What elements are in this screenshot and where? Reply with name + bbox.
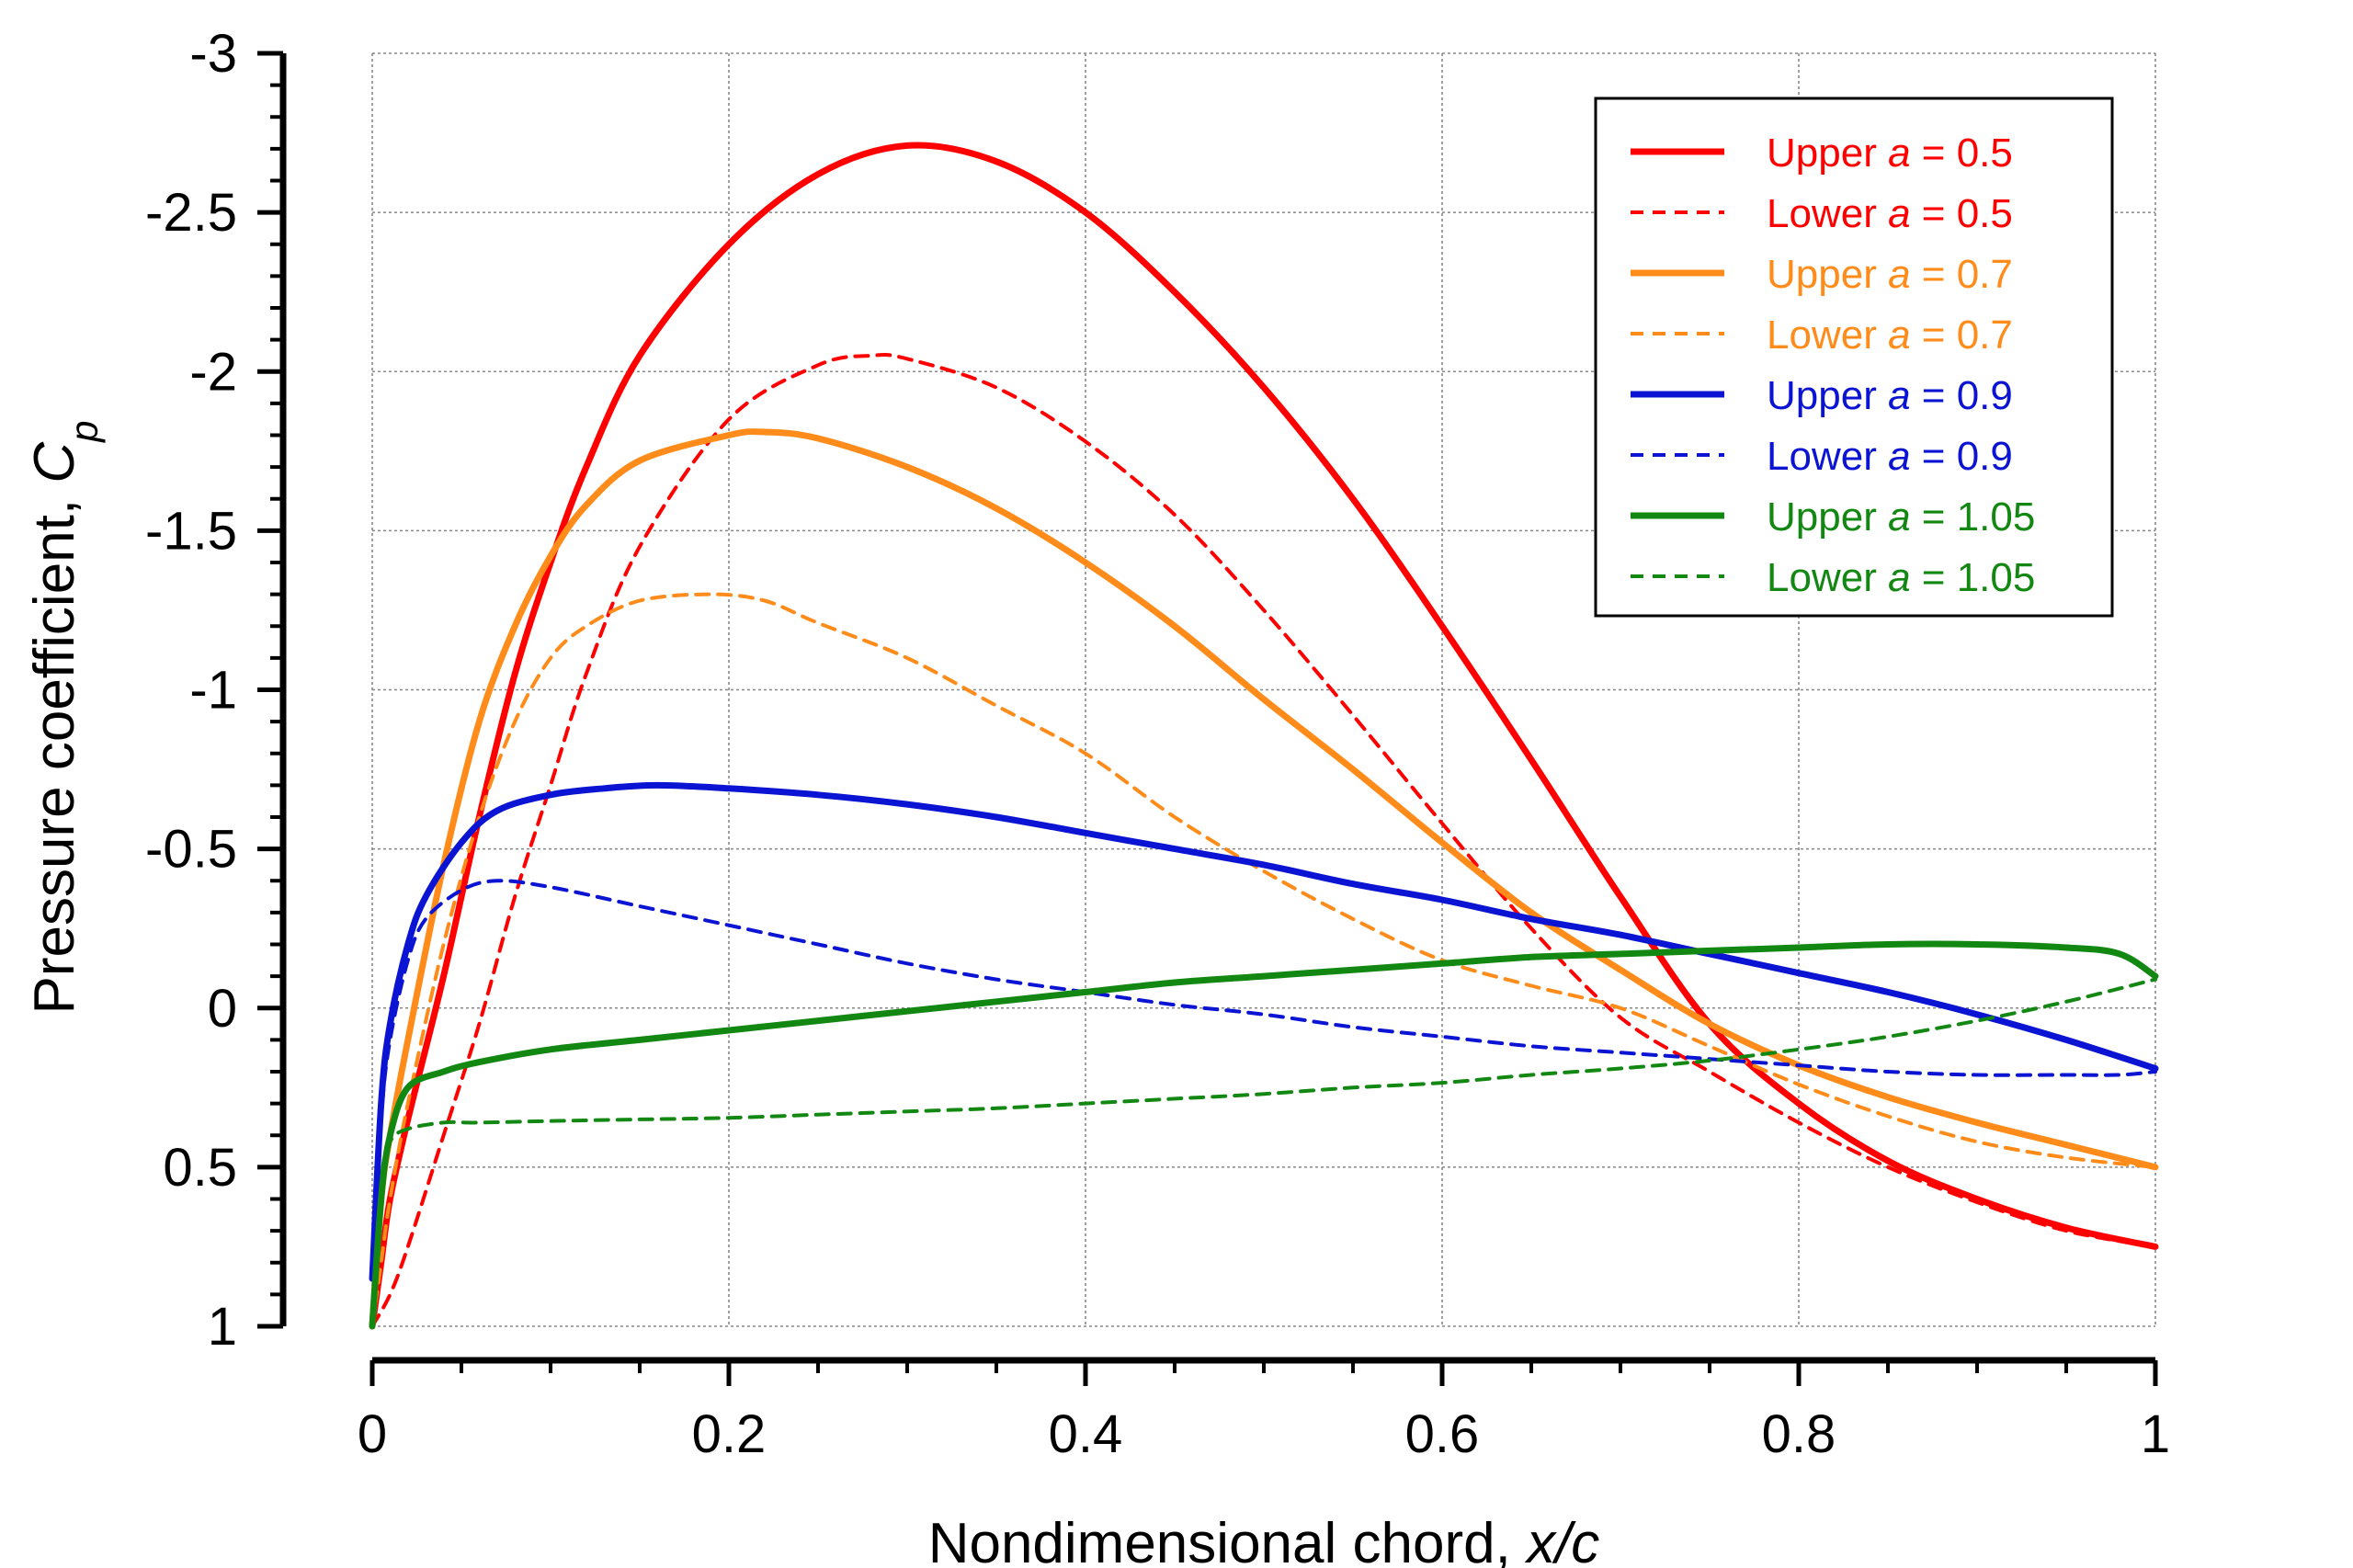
series-line-upper-a-0-7 bbox=[369, 428, 2159, 1330]
series-group bbox=[369, 142, 2159, 1330]
legend-label-lower-a-0-9: Lower a = 0.9 bbox=[1767, 434, 2013, 479]
x-tick-label: 1 bbox=[2141, 1404, 2170, 1464]
y-tick-label: -2.5 bbox=[145, 183, 237, 243]
series-line-lower-a-0-9 bbox=[370, 879, 2157, 1281]
y-tick-label: 0.5 bbox=[163, 1138, 237, 1198]
series-line-lower-a-0-7 bbox=[370, 592, 2157, 1328]
x-tick-label: 0.8 bbox=[1762, 1404, 1836, 1464]
y-tick-label: 0 bbox=[208, 979, 237, 1039]
axes: -3 -2.5 -2 -1.5 -1 -0.5 0 0.5 1 0 0.2 0.4 0.6 0.8 1 bbox=[145, 24, 2170, 1464]
legend-label-lower-a-0-7: Lower a = 0.7 bbox=[1767, 312, 2013, 358]
legend: Upper a = 0.5 Lower a = 0.5 Upper a = 0.7 L… bbox=[1594, 97, 2114, 618]
x-tick-label: 0.2 bbox=[692, 1404, 767, 1464]
series-line-upper-a-0-9 bbox=[369, 781, 2159, 1282]
y-axis-title: Pressure coefficient, Cp bbox=[23, 421, 106, 1015]
y-tick-label: 1 bbox=[208, 1297, 237, 1357]
x-axis-title: Nondimensional chord, x/c bbox=[928, 1512, 1600, 1568]
y-tick-label: -0.5 bbox=[145, 820, 237, 880]
legend-label-upper-a-0-5: Upper a = 0.5 bbox=[1767, 131, 2013, 176]
y-tick-label: -3 bbox=[189, 24, 237, 84]
legend-box bbox=[1594, 97, 2114, 618]
series-line-upper-a-1-05 bbox=[369, 940, 2159, 1330]
series-line-upper-a-0-5 bbox=[369, 142, 2159, 1330]
series-line-lower-a-0-5 bbox=[370, 352, 2157, 1328]
y-tick-label: -1.5 bbox=[145, 501, 237, 561]
x-tick-label: 0.6 bbox=[1405, 1404, 1480, 1464]
series-line-lower-a-1-05 bbox=[370, 977, 2157, 1328]
x-tick-label: 0.4 bbox=[1049, 1404, 1123, 1464]
legend-label-upper-a-1-05: Upper a = 1.05 bbox=[1767, 494, 2035, 540]
legend-label-upper-a-0-9: Upper a = 0.9 bbox=[1767, 373, 2013, 418]
legend-label-lower-a-1-05: Lower a = 1.05 bbox=[1767, 555, 2035, 600]
legend-label-upper-a-0-7: Upper a = 0.7 bbox=[1767, 252, 2013, 297]
y-tick-label: -1 bbox=[189, 661, 237, 721]
x-tick-label: 0 bbox=[358, 1404, 387, 1464]
legend-label-lower-a-0-5: Lower a = 0.5 bbox=[1767, 191, 2013, 236]
y-tick-label: -2 bbox=[189, 342, 237, 402]
